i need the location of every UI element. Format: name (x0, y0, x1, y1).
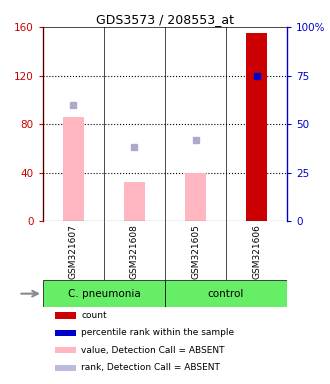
Bar (165, 280, 287, 307)
Text: GSM321607: GSM321607 (69, 224, 78, 279)
Bar (165, 27, 226, 222)
Text: GSM321608: GSM321608 (130, 224, 139, 279)
Text: percentile rank within the sample: percentile rank within the sample (82, 328, 235, 338)
Text: GSM321605: GSM321605 (191, 224, 200, 279)
Text: rank, Detection Call = ABSENT: rank, Detection Call = ABSENT (82, 363, 220, 372)
Text: count: count (82, 311, 107, 320)
Bar (63, 117, 84, 222)
Bar (43, 280, 165, 307)
Bar (185, 173, 206, 222)
Title: GDS3573 / 208553_at: GDS3573 / 208553_at (96, 13, 234, 26)
Bar (124, 182, 145, 222)
Text: C. pneumonia: C. pneumonia (68, 289, 140, 299)
Bar (246, 33, 267, 222)
Bar (104, 27, 165, 222)
Text: value, Detection Call = ABSENT: value, Detection Call = ABSENT (82, 346, 225, 355)
Bar (55, 313, 77, 319)
Bar (43, 27, 104, 222)
Bar (226, 27, 287, 222)
Text: control: control (208, 289, 244, 299)
Text: GSM321606: GSM321606 (252, 224, 261, 279)
Bar (55, 347, 77, 353)
Bar (55, 330, 77, 336)
Bar (55, 364, 77, 371)
